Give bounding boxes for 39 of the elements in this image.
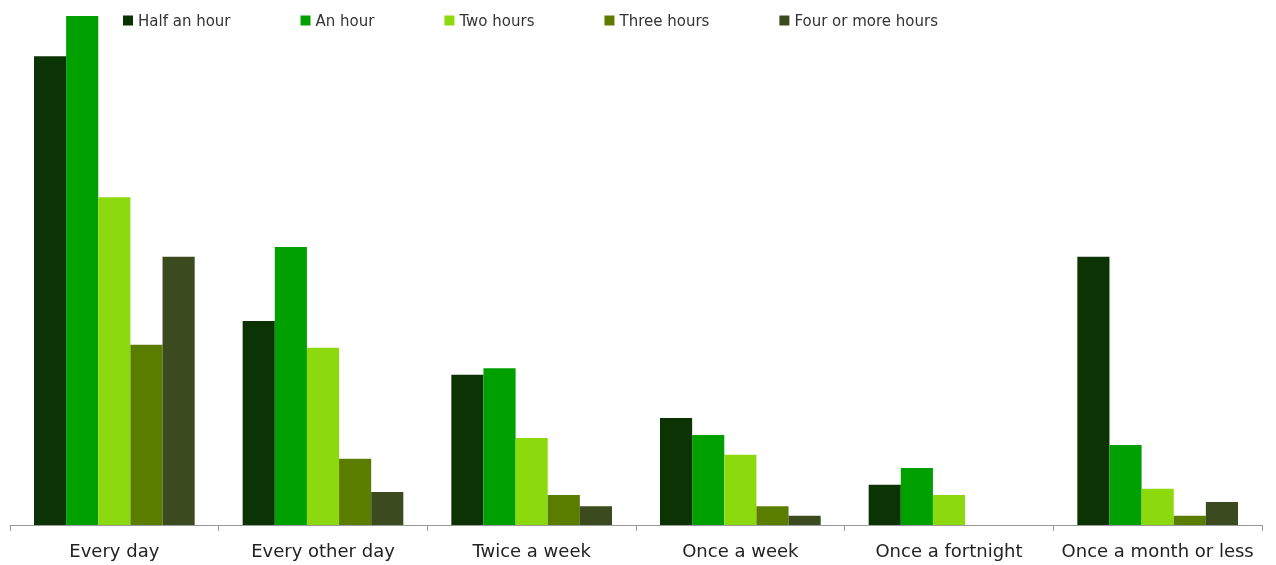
bar (660, 418, 693, 525)
bar (724, 454, 757, 525)
x-tick-label: Once a fortnight (875, 539, 1023, 561)
bar (339, 458, 372, 525)
bar (371, 491, 404, 525)
bar (1109, 445, 1142, 525)
bar (756, 506, 789, 525)
bar (1173, 515, 1206, 525)
bar (579, 506, 612, 525)
bar (66, 16, 99, 525)
bar (900, 467, 933, 525)
x-tick-label: Every day (69, 539, 160, 561)
x-tick-label: Twice a week (471, 539, 592, 561)
bar (34, 56, 67, 525)
legend-label: Three hours (618, 11, 710, 30)
bar (515, 437, 548, 525)
bar (788, 515, 821, 525)
bar (1141, 488, 1174, 525)
bar (1205, 502, 1238, 525)
legend-label: An hour (315, 11, 376, 30)
bar (547, 494, 580, 525)
bar (483, 368, 516, 525)
x-tick-label: Once a week (682, 539, 800, 561)
bar (868, 484, 901, 525)
legend-label: Two hours (458, 11, 535, 30)
bar (98, 197, 131, 525)
bar (451, 374, 484, 525)
bar (1077, 256, 1110, 525)
bar (306, 347, 340, 525)
bar (932, 494, 966, 525)
bar (130, 344, 163, 525)
bar (692, 434, 725, 525)
x-tick-label: Once a month or less (1061, 539, 1254, 561)
bar (242, 320, 275, 525)
legend-label: Four or more hours (794, 11, 939, 30)
bar (162, 256, 195, 525)
legend-label: Half an hour (138, 11, 232, 30)
bar (274, 247, 307, 525)
x-tick-label: Every other day (251, 539, 396, 561)
